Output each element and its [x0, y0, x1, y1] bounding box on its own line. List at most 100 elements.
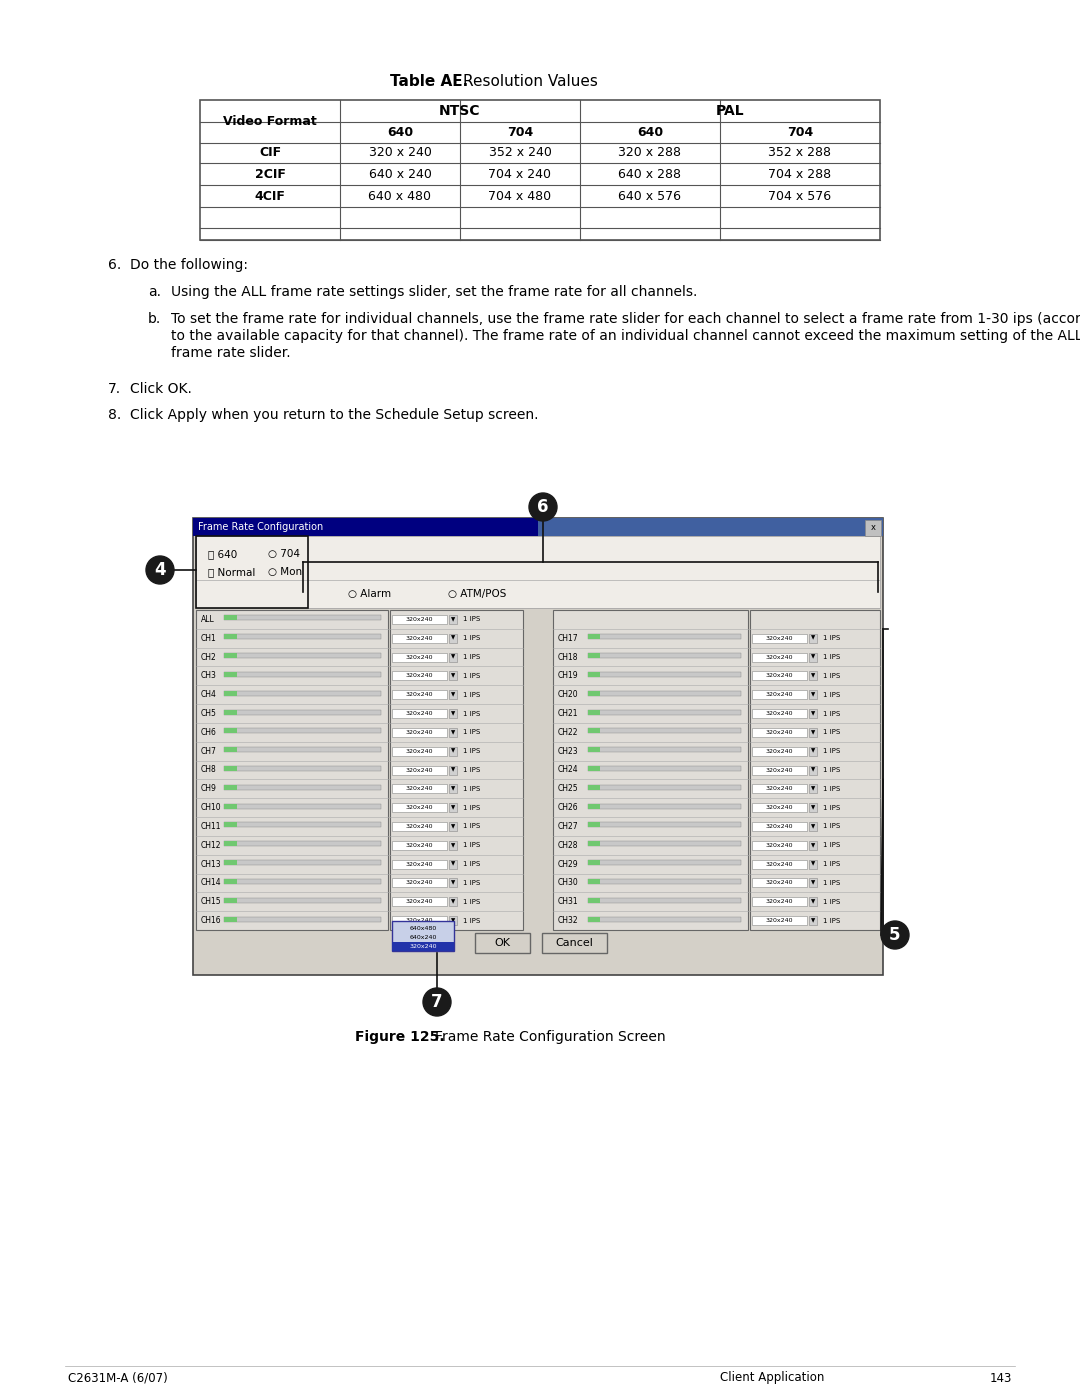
Text: 1 IPS: 1 IPS — [463, 898, 481, 905]
Bar — [449, 615, 457, 624]
Bar — [449, 728, 457, 736]
Bar — [588, 634, 600, 640]
Text: 320x240: 320x240 — [406, 787, 433, 791]
Bar — [588, 841, 600, 847]
Text: 1 IPS: 1 IPS — [823, 636, 840, 641]
Text: Click Apply when you return to the Schedule Setup screen.: Click Apply when you return to the Sched… — [130, 408, 539, 422]
Text: 704 x 480: 704 x 480 — [488, 190, 552, 203]
Bar — [224, 728, 381, 733]
Bar — [588, 898, 600, 902]
Bar — [224, 823, 381, 827]
Bar — [392, 672, 447, 680]
Bar — [224, 766, 237, 771]
Bar — [588, 728, 741, 733]
Bar — [865, 520, 881, 536]
Bar — [588, 728, 600, 733]
Text: ⦿ 640: ⦿ 640 — [208, 549, 238, 559]
Text: 1 IPS: 1 IPS — [823, 654, 840, 659]
Bar — [752, 841, 807, 849]
Text: CH10: CH10 — [201, 803, 221, 812]
Text: CH23: CH23 — [558, 746, 579, 756]
Bar — [224, 710, 381, 714]
Text: CIF: CIF — [259, 147, 281, 159]
Bar — [752, 879, 807, 887]
Text: CH18: CH18 — [558, 652, 579, 662]
Text: 1 IPS: 1 IPS — [463, 880, 481, 886]
Text: 7.: 7. — [108, 381, 121, 395]
Text: ▼: ▼ — [811, 824, 815, 828]
Text: 640: 640 — [387, 126, 413, 138]
Text: 1 IPS: 1 IPS — [463, 805, 481, 810]
Text: CH4: CH4 — [201, 690, 217, 700]
Bar — [588, 785, 741, 789]
Text: PAL: PAL — [716, 103, 744, 117]
Text: 640 x 240: 640 x 240 — [368, 168, 431, 180]
Text: ▼: ▼ — [450, 749, 455, 753]
Text: CH12: CH12 — [201, 841, 221, 849]
Bar — [588, 652, 741, 658]
Bar — [752, 690, 807, 700]
Text: 704 x 240: 704 x 240 — [488, 168, 552, 180]
Text: CH3: CH3 — [201, 672, 217, 680]
Text: ▼: ▼ — [811, 729, 815, 735]
Text: x: x — [870, 524, 876, 532]
Bar — [449, 879, 457, 887]
Bar — [752, 859, 807, 869]
Bar — [752, 821, 807, 831]
Text: 320x240: 320x240 — [766, 673, 793, 679]
Bar — [588, 803, 741, 809]
Text: 1 IPS: 1 IPS — [463, 918, 481, 923]
Bar — [588, 652, 600, 658]
Bar — [392, 710, 447, 718]
Text: 320x240: 320x240 — [766, 862, 793, 866]
Bar — [809, 821, 816, 831]
Text: b.: b. — [148, 312, 161, 326]
Text: ▼: ▼ — [811, 711, 815, 717]
Bar — [588, 766, 600, 771]
Bar — [752, 672, 807, 680]
Text: ⦿ Normal: ⦿ Normal — [208, 567, 255, 577]
Bar — [224, 747, 237, 752]
Text: 1 IPS: 1 IPS — [823, 842, 840, 848]
Text: 1 IPS: 1 IPS — [463, 692, 481, 697]
Text: 640: 640 — [637, 126, 663, 138]
Text: ▼: ▼ — [450, 918, 455, 923]
Bar — [809, 746, 816, 756]
Text: ▼: ▼ — [450, 711, 455, 717]
Text: 320x240: 320x240 — [406, 767, 433, 773]
Text: ▼: ▼ — [811, 842, 815, 848]
Bar — [809, 784, 816, 793]
Bar — [224, 672, 381, 678]
Text: CH31: CH31 — [558, 897, 579, 907]
Text: 2CIF: 2CIF — [255, 168, 285, 180]
Text: CH11: CH11 — [201, 821, 221, 831]
Text: OK: OK — [495, 937, 511, 949]
Text: 6: 6 — [537, 497, 549, 515]
Bar — [449, 652, 457, 662]
Text: ▼: ▼ — [811, 880, 815, 886]
Bar — [588, 879, 741, 884]
Text: 352 x 240: 352 x 240 — [488, 147, 552, 159]
Bar — [449, 672, 457, 680]
Bar — [588, 916, 600, 922]
Bar — [809, 652, 816, 662]
Bar — [752, 766, 807, 774]
Text: 1 IPS: 1 IPS — [463, 823, 481, 830]
Text: 320x240: 320x240 — [406, 880, 433, 886]
Text: 320 x 288: 320 x 288 — [619, 147, 681, 159]
Text: 1 IPS: 1 IPS — [823, 692, 840, 697]
Text: CH14: CH14 — [201, 879, 221, 887]
Text: 1 IPS: 1 IPS — [463, 787, 481, 792]
Text: 1 IPS: 1 IPS — [463, 673, 481, 679]
Text: CH25: CH25 — [558, 784, 579, 793]
Bar — [538, 518, 883, 536]
Bar — [224, 879, 381, 884]
Circle shape — [881, 921, 909, 949]
Text: CH24: CH24 — [558, 766, 579, 774]
Bar — [752, 916, 807, 925]
Bar — [809, 634, 816, 643]
Bar — [588, 672, 600, 678]
Text: 1 IPS: 1 IPS — [463, 842, 481, 848]
Text: 6.: 6. — [108, 258, 121, 272]
Text: CH30: CH30 — [558, 879, 579, 887]
